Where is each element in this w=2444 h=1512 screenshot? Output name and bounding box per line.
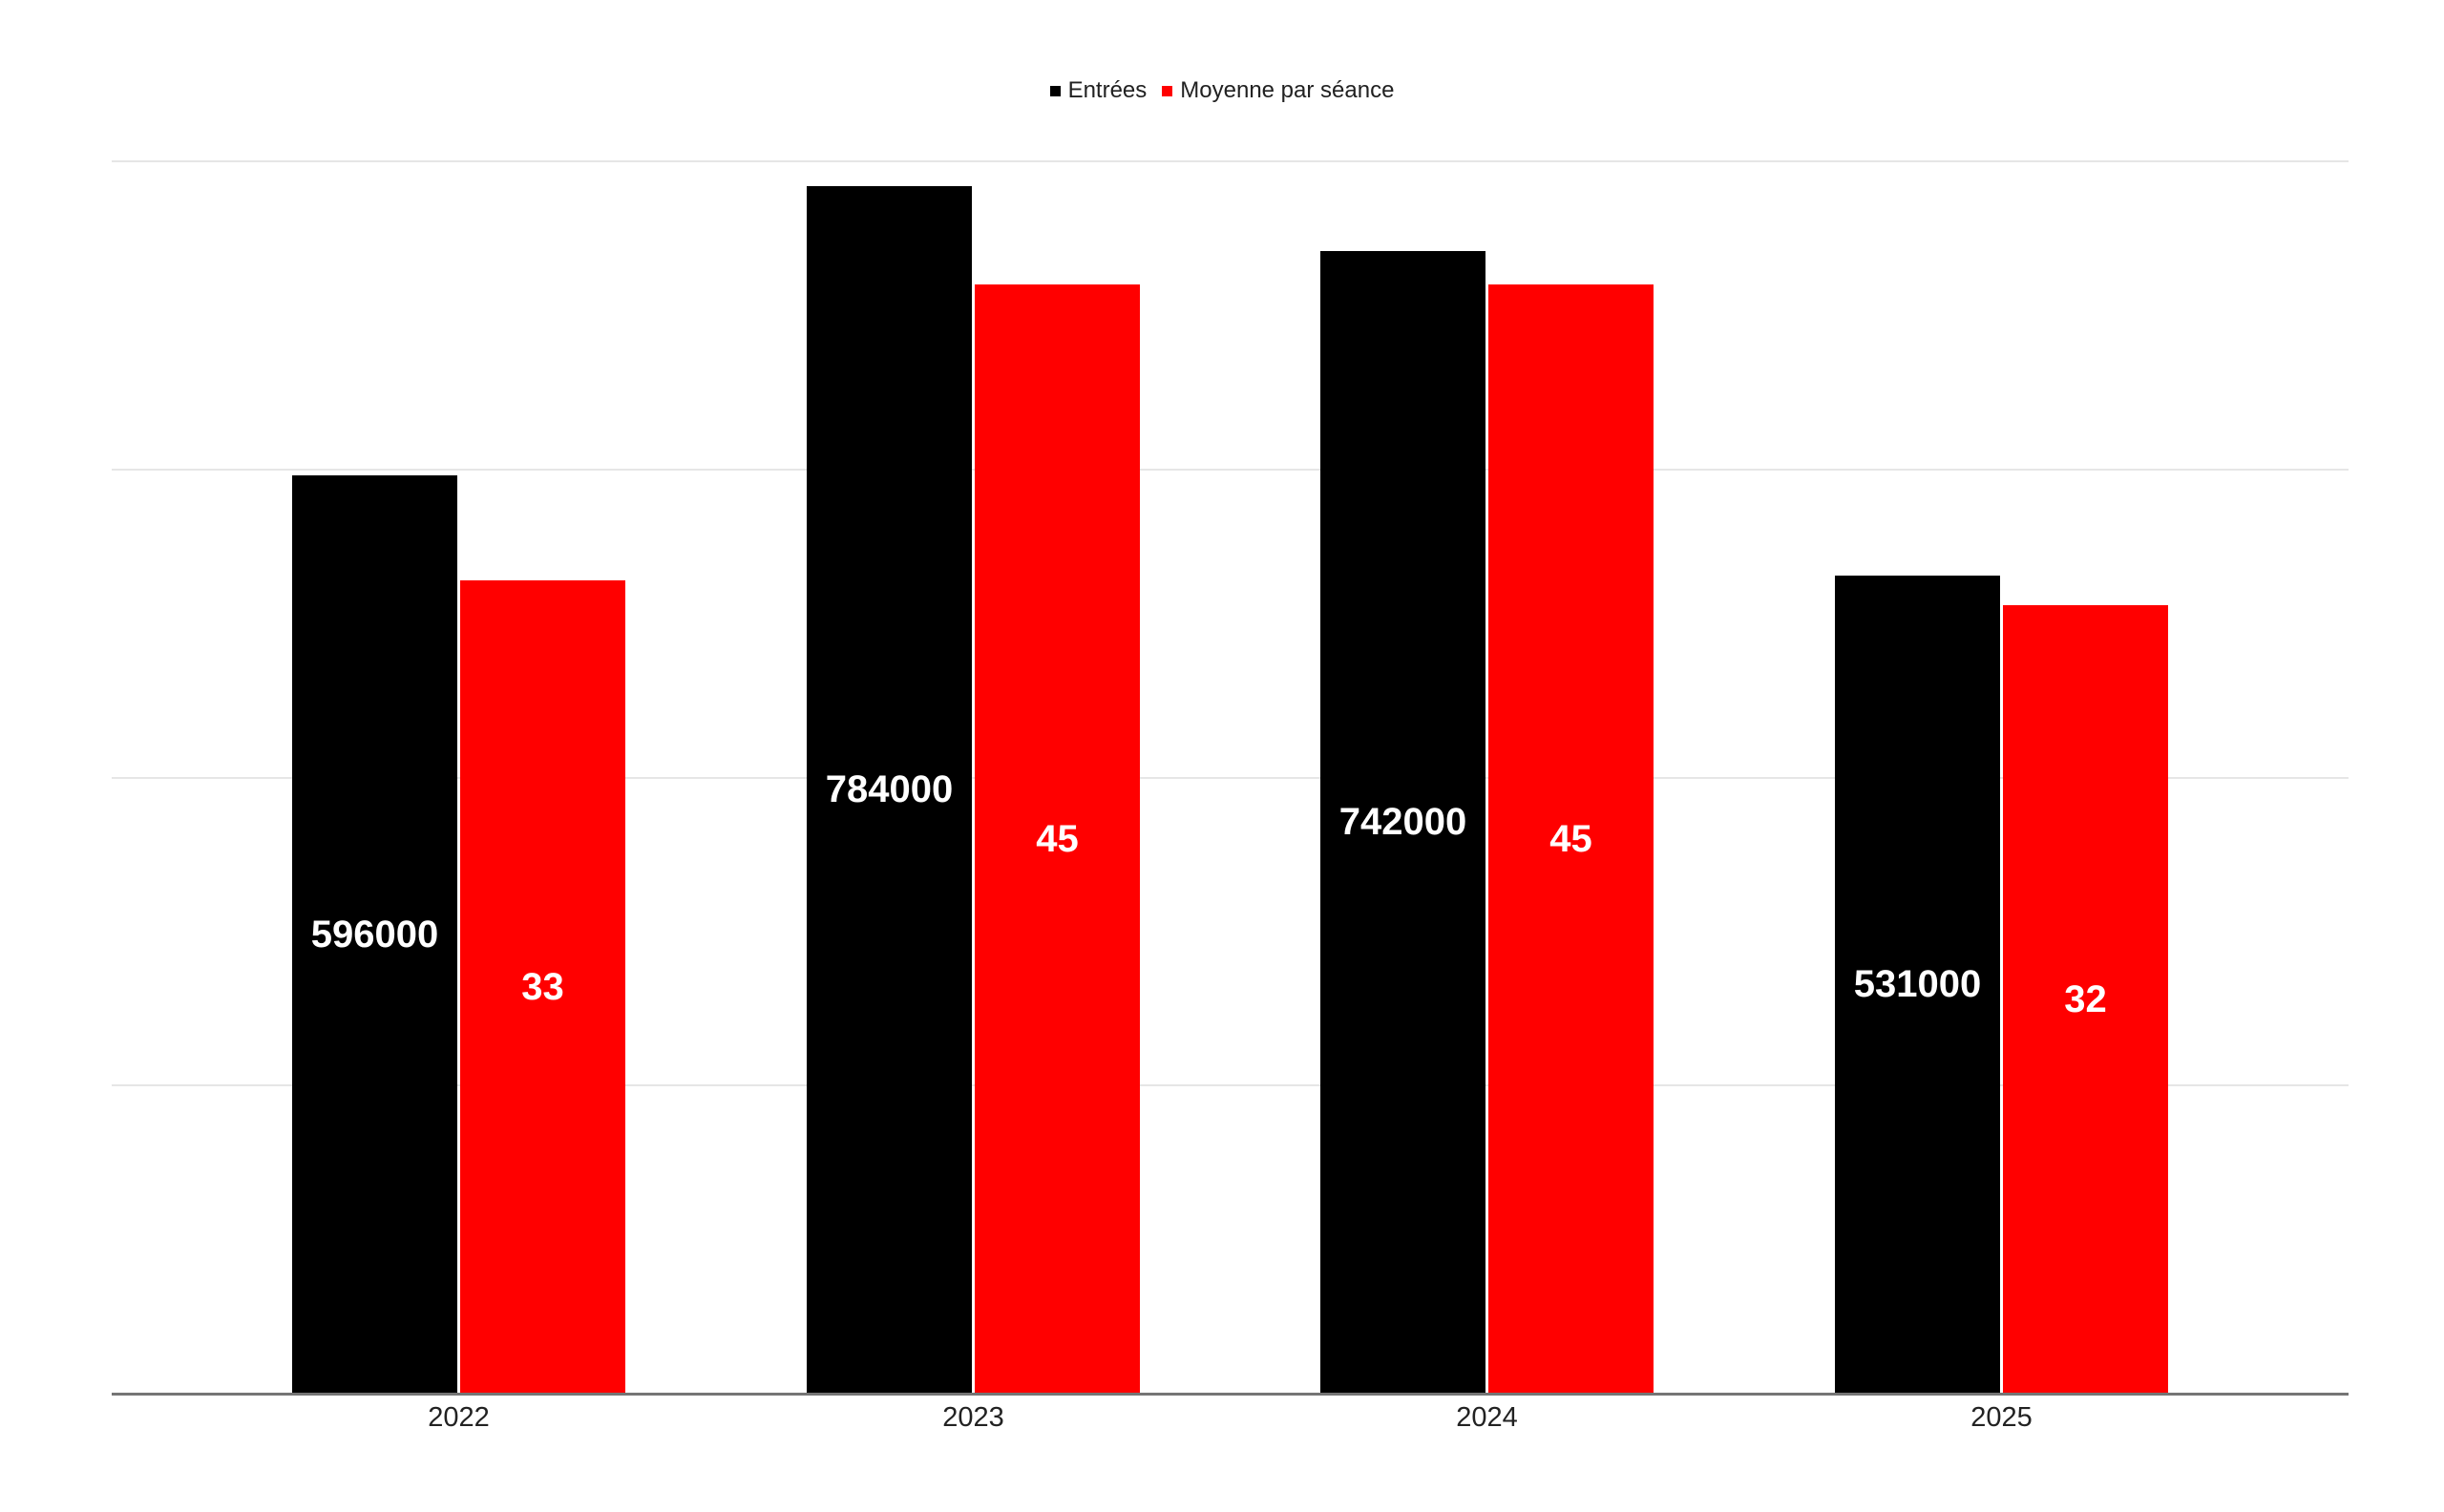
- x-axis-label-2025: 2025: [1970, 1402, 2033, 1433]
- x-axis-line: [112, 1393, 2349, 1396]
- bar-moyenne-2024: 45: [1488, 284, 1654, 1394]
- bar-entrees-2023: 784000: [807, 186, 972, 1394]
- bar-entrees-2024: 742000: [1320, 251, 1485, 1394]
- bar-value-label: 531000: [1853, 963, 1982, 1005]
- gridline: [112, 469, 2349, 471]
- bar-value-label: 784000: [825, 768, 954, 810]
- bar-value-label: 33: [521, 965, 564, 1008]
- bar-moyenne-2023: 45: [975, 284, 1140, 1394]
- bar-entrees-2025: 531000: [1835, 576, 2000, 1394]
- bar-moyenne-2022: 33: [460, 580, 625, 1394]
- bar-value-label: 32: [2064, 977, 2107, 1020]
- x-axis-label-2023: 2023: [942, 1402, 1004, 1433]
- x-axis-label-2022: 2022: [428, 1402, 490, 1433]
- bar-moyenne-2025: 32: [2003, 605, 2168, 1394]
- bar-value-label: 596000: [310, 913, 439, 956]
- legend: Entrées Moyenne par séance: [0, 76, 2444, 105]
- legend-item-entrees: Entrées: [1049, 76, 1148, 105]
- gridline: [112, 160, 2349, 162]
- gridline: [112, 1084, 2349, 1086]
- legend-label: Entrées: [1067, 77, 1148, 103]
- gridline: [112, 777, 2349, 779]
- bar-entrees-2022: 596000: [292, 475, 457, 1394]
- bar-value-label: 45: [1549, 817, 1592, 860]
- legend-label: Moyenne par séance: [1180, 77, 1395, 103]
- bar-value-label: 45: [1036, 817, 1079, 860]
- legend-square-icon: [1162, 85, 1173, 96]
- legend-square-icon: [1049, 85, 1061, 96]
- bar-value-label: 742000: [1338, 801, 1467, 843]
- x-axis-label-2024: 2024: [1456, 1402, 1518, 1433]
- legend-item-moyenne: Moyenne par séance: [1162, 76, 1394, 105]
